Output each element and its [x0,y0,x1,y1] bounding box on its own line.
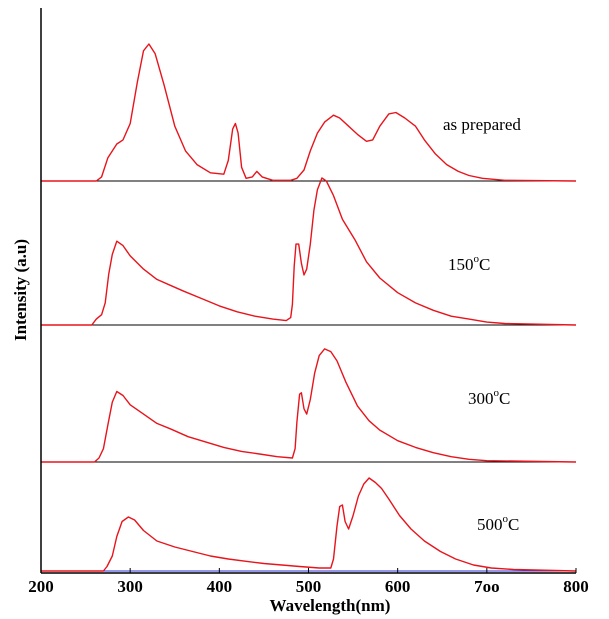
spectrum-panel: 500oC [41,478,576,571]
series-line [41,349,576,462]
series-label: 500oC [477,513,519,534]
spectrum-panel: as prepared [41,44,576,181]
stacked-panels: as prepared 150oC 300oC 500oC [41,44,576,571]
x-axis-ticks: 200 300 400 500 600 7oo 800 [28,568,589,596]
x-axis-title: Wavelength(nm) [270,596,391,615]
x-tick-label: 7oo [474,577,500,596]
x-tick-label: 500 [296,577,322,596]
series-label: 300oC [468,387,510,408]
x-tick-label: 800 [563,577,589,596]
y-axis-title: Intensity (a.u) [11,239,30,341]
x-tick-label: 300 [117,577,143,596]
spectrum-panel: 150oC [41,178,576,325]
series-label: as prepared [443,115,521,134]
series-line [41,44,576,181]
x-tick-label: 200 [28,577,54,596]
spectrum-panel: 300oC [41,349,576,462]
series-line [41,178,576,325]
x-tick-label: 400 [207,577,233,596]
x-tick-label: 600 [385,577,411,596]
series-label: 150oC [448,253,490,274]
